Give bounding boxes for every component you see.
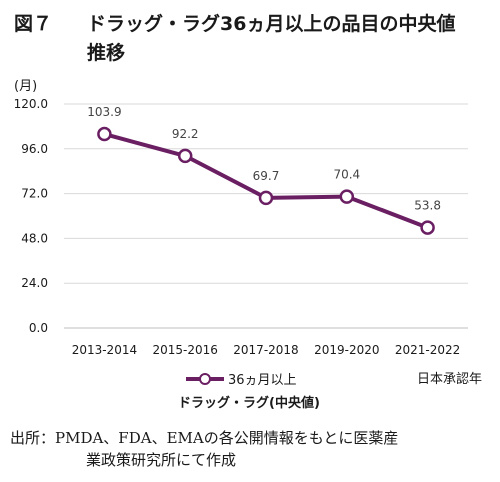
data-label: 53.8 [414,199,441,213]
figure-number: 図７ [14,13,53,35]
x-tick-label: 2017-2018 [233,343,298,357]
data-point [177,148,193,164]
y-axis-unit-label: (月) [14,79,37,94]
source-line1: 出所：PMDA、FDA、EMAの各公開情報をもとに医薬産 [10,429,399,447]
line-chart: 0.0 24.0 48.0 72.0 96.0 120.0 2013-2014 2015-2… [14,79,482,411]
figure-title-line2: 推移 [87,42,126,64]
legend-marker [199,373,211,385]
figure-title-line1: ドラッグ・ラグ36ヵ月以上の品目の中央値 [87,13,456,35]
figure-title: 図７ ドラッグ・ラグ36ヵ月以上の品目の中央値 推移 [14,10,494,68]
source-note: 出所：PMDA、FDA、EMAの各公開情報をもとに医薬産 業政策研究所にて作成 [10,427,494,471]
source-line2: 業政策研究所にて作成 [86,451,237,469]
data-label: 70.4 [333,168,360,182]
y-tick-label: 120.0 [14,97,48,111]
y-tick-label: 48.0 [21,231,48,245]
data-point [258,190,274,206]
y-tick-label: 72.0 [21,187,48,201]
y-tick-label: 24.0 [21,276,48,290]
data-label: 69.7 [253,169,280,183]
data-label: 103.9 [87,105,121,119]
x-tick-label: 2021-2022 [395,343,460,357]
data-labels: 103.9 92.2 69.7 70.4 53.8 [87,105,441,213]
x-axis-title: 日本承認年 [417,371,482,387]
x-tick-label: 2015-2016 [152,343,217,357]
x-tick-label: 2019-2020 [314,343,379,357]
series-line-group [97,126,435,235]
data-label: 92.2 [172,127,199,141]
data-point [97,126,112,142]
y-tick-label: 96.0 [21,142,48,156]
legend-series-name: 36ヵ月以上 [228,373,297,388]
x-tick-label: 2013-2014 [72,343,137,357]
data-point [420,220,435,235]
data-point [339,189,355,204]
y-tick-label: 0.0 [29,321,48,335]
legend-subtitle: ドラッグ・ラグ(中央値) [178,395,320,411]
y-tick-labels: 0.0 24.0 48.0 72.0 96.0 120.0 [14,97,48,335]
x-tick-labels: 2013-2014 2015-2016 2017-2018 2019-2020 2021… [72,343,461,357]
legend: 36ヵ月以上 ドラッグ・ラグ(中央値) [178,373,320,411]
